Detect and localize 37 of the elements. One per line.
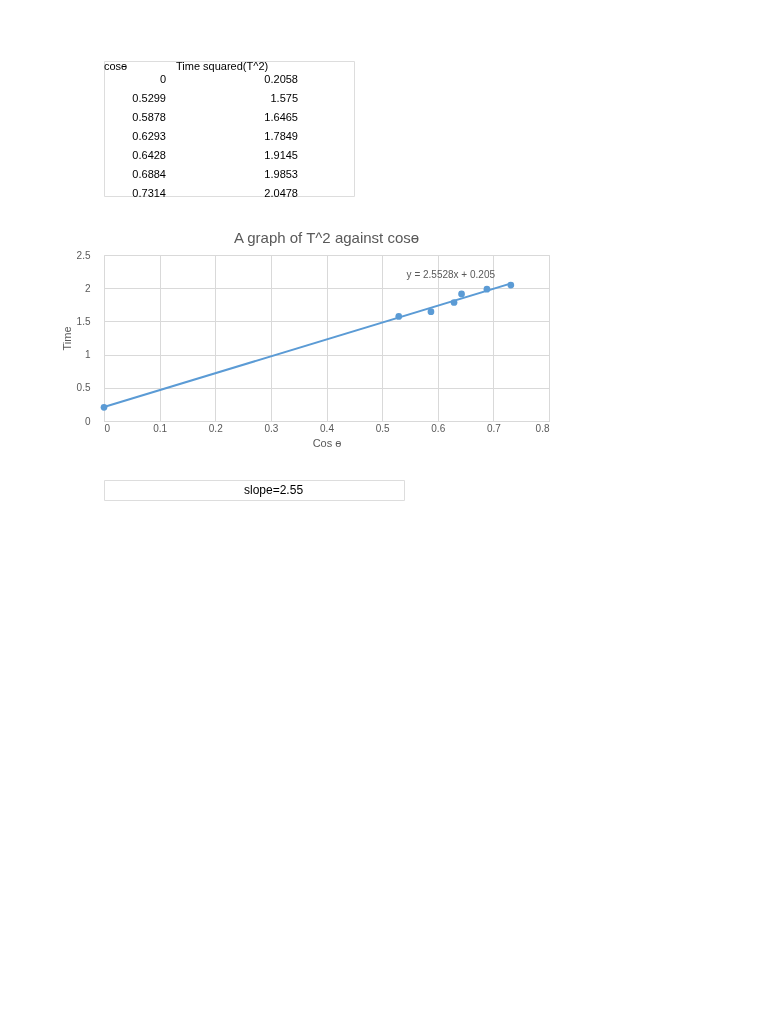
x-axis-title: Cos ɵ xyxy=(312,436,342,449)
text: slope=2.55 xyxy=(244,483,304,497)
x-tick-label: 0 xyxy=(104,422,111,434)
text: 0.6884 xyxy=(132,168,166,180)
text: 0 xyxy=(159,73,166,85)
text: 0.6293 xyxy=(132,130,166,142)
x-tick-label: 0.8 xyxy=(535,422,550,434)
text: 2.0478 xyxy=(264,187,298,199)
text: 0.6428 xyxy=(132,149,166,161)
point xyxy=(458,290,465,298)
text: Time squared(T^2) xyxy=(176,60,269,72)
x-tick-label: 0.6 xyxy=(431,422,446,434)
chart-title: A graph of T^2 against cosɵ xyxy=(233,229,420,246)
text: 1.6465 xyxy=(264,111,298,123)
text: 1.9853 xyxy=(264,168,298,180)
y-tick-label: 1 xyxy=(84,349,91,361)
y-tick-label: 2.5 xyxy=(76,249,91,261)
x-tick-label: 0.2 xyxy=(208,422,224,434)
x-tick-label: 0.4 xyxy=(320,422,335,434)
y-tick-label: 2 xyxy=(84,282,91,294)
point xyxy=(427,308,435,316)
y-axis-title: Time xyxy=(60,326,73,351)
text: 0.5299 xyxy=(132,92,166,104)
text: cosɵ xyxy=(104,60,128,72)
x-tick-label: 0.3 xyxy=(264,422,279,434)
text: 1.575 xyxy=(270,92,298,104)
text: 0.2058 xyxy=(264,73,298,85)
text: 1.7849 xyxy=(264,130,298,142)
x-tick-label: 0.5 xyxy=(375,422,391,434)
y-tick-label: 1.5 xyxy=(76,315,91,327)
x-tick-label: 0.1 xyxy=(153,422,168,434)
y-tick-label: 0.5 xyxy=(76,382,91,394)
text: 0.5878 xyxy=(132,111,166,123)
annotation: y = 2.5528x + 0.205 xyxy=(406,268,496,280)
x-tick-label: 0.7 xyxy=(486,422,502,434)
text: 0.7314 xyxy=(132,187,166,199)
text: 1.9145 xyxy=(264,149,298,161)
